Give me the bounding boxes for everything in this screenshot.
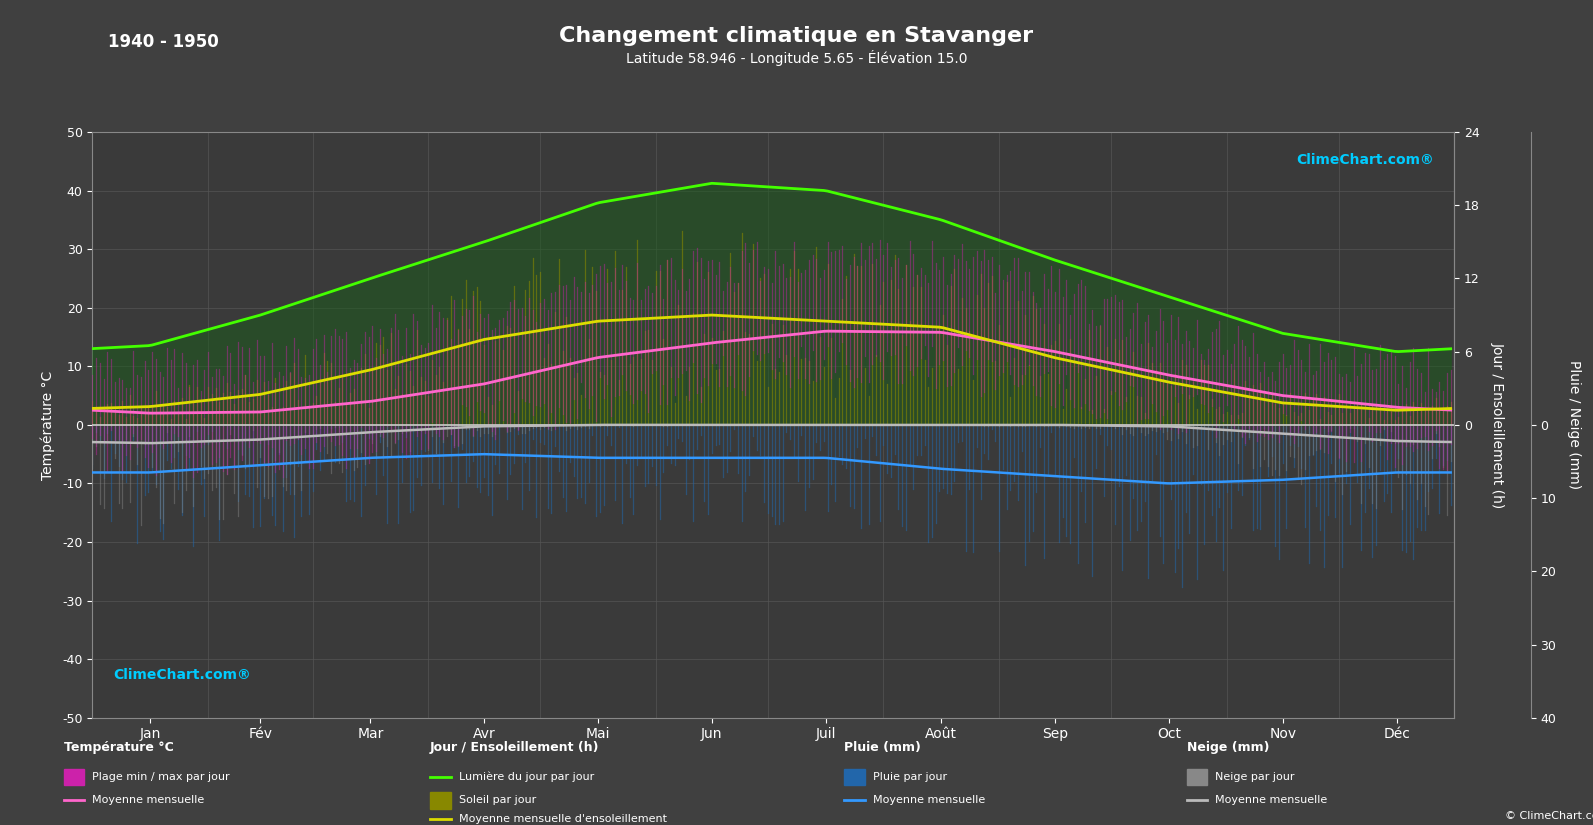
Text: Jour / Ensoleillement (h): Jour / Ensoleillement (h) bbox=[430, 741, 599, 754]
Text: © ClimeChart.com: © ClimeChart.com bbox=[1505, 811, 1593, 821]
Text: Moyenne mensuelle: Moyenne mensuelle bbox=[1215, 795, 1327, 805]
Text: Changement climatique en Stavanger: Changement climatique en Stavanger bbox=[559, 26, 1034, 46]
Text: ClimeChart.com®: ClimeChart.com® bbox=[1297, 153, 1434, 167]
Y-axis label: Pluie / Neige (mm): Pluie / Neige (mm) bbox=[1568, 361, 1582, 489]
Text: Neige (mm): Neige (mm) bbox=[1187, 741, 1270, 754]
Text: Température °C: Température °C bbox=[64, 741, 174, 754]
Y-axis label: Température °C: Température °C bbox=[41, 370, 56, 479]
Text: 1940 - 1950: 1940 - 1950 bbox=[108, 33, 220, 51]
Text: Latitude 58.946 - Longitude 5.65 - Élévation 15.0: Latitude 58.946 - Longitude 5.65 - Éléva… bbox=[626, 50, 967, 65]
Text: Moyenne mensuelle d'ensoleillement: Moyenne mensuelle d'ensoleillement bbox=[459, 814, 667, 824]
Text: ClimeChart.com®: ClimeChart.com® bbox=[113, 668, 250, 682]
Text: Moyenne mensuelle: Moyenne mensuelle bbox=[873, 795, 984, 805]
Text: Neige par jour: Neige par jour bbox=[1215, 772, 1295, 782]
Text: Soleil par jour: Soleil par jour bbox=[459, 795, 535, 805]
Y-axis label: Jour / Ensoleillement (h): Jour / Ensoleillement (h) bbox=[1491, 342, 1505, 508]
Text: Moyenne mensuelle: Moyenne mensuelle bbox=[92, 795, 204, 805]
Text: Pluie par jour: Pluie par jour bbox=[873, 772, 948, 782]
Text: Plage min / max par jour: Plage min / max par jour bbox=[92, 772, 229, 782]
Text: Lumière du jour par jour: Lumière du jour par jour bbox=[459, 772, 594, 782]
Text: Pluie (mm): Pluie (mm) bbox=[844, 741, 921, 754]
